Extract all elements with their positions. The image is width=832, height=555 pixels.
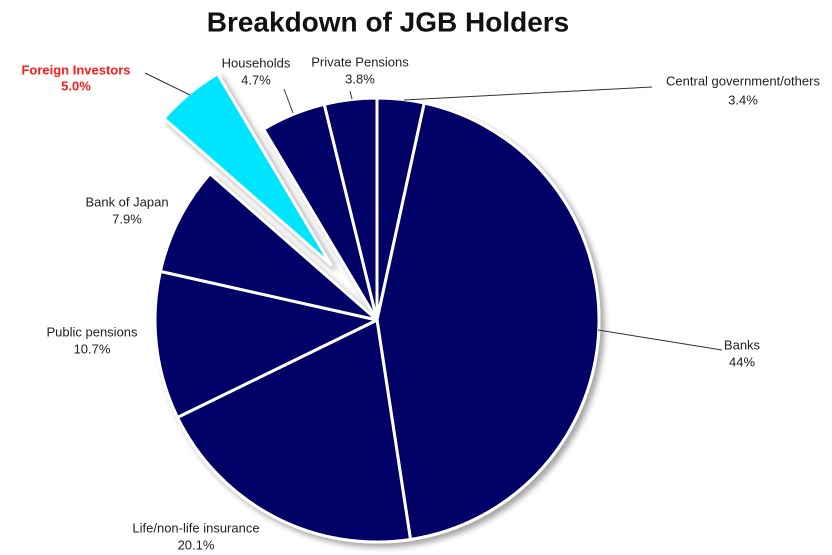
leader-line: [403, 86, 653, 101]
leader-line: [349, 90, 353, 100]
slice-value-label: 4.7%: [241, 72, 271, 87]
slice-label: Private Pensions: [311, 54, 409, 69]
slice-label: Public pensions: [46, 324, 138, 339]
slice-value-label: 44%: [729, 354, 755, 369]
leader-line: [283, 88, 294, 114]
chart-title: Breakdown of JGB Holders: [207, 6, 570, 37]
slice-label: Banks: [724, 337, 761, 352]
slice-label: Households: [222, 55, 291, 70]
leader-line: [597, 329, 723, 351]
pie-slice: [322, 96, 379, 322]
pie-slice: [176, 318, 412, 544]
pie-slice: [375, 101, 601, 541]
slice-label: Life/non-life insurance: [132, 520, 259, 535]
slice-value-label: 10.7%: [74, 341, 111, 356]
slice-value-label: 7.9%: [112, 211, 142, 226]
slice-label: Foreign Investors: [21, 62, 130, 77]
slice-value-label: 20.1%: [178, 537, 215, 552]
slice-label: Bank of Japan: [85, 194, 168, 209]
pie-slice: [158, 172, 379, 322]
leader-line: [144, 72, 191, 96]
slice-value-label: 3.4%: [728, 92, 758, 107]
slice-value-label: 5.0%: [61, 78, 91, 93]
slice-value-label: 3.8%: [345, 71, 375, 86]
pie: [153, 72, 601, 544]
slice-label: Central government/others: [666, 73, 820, 88]
